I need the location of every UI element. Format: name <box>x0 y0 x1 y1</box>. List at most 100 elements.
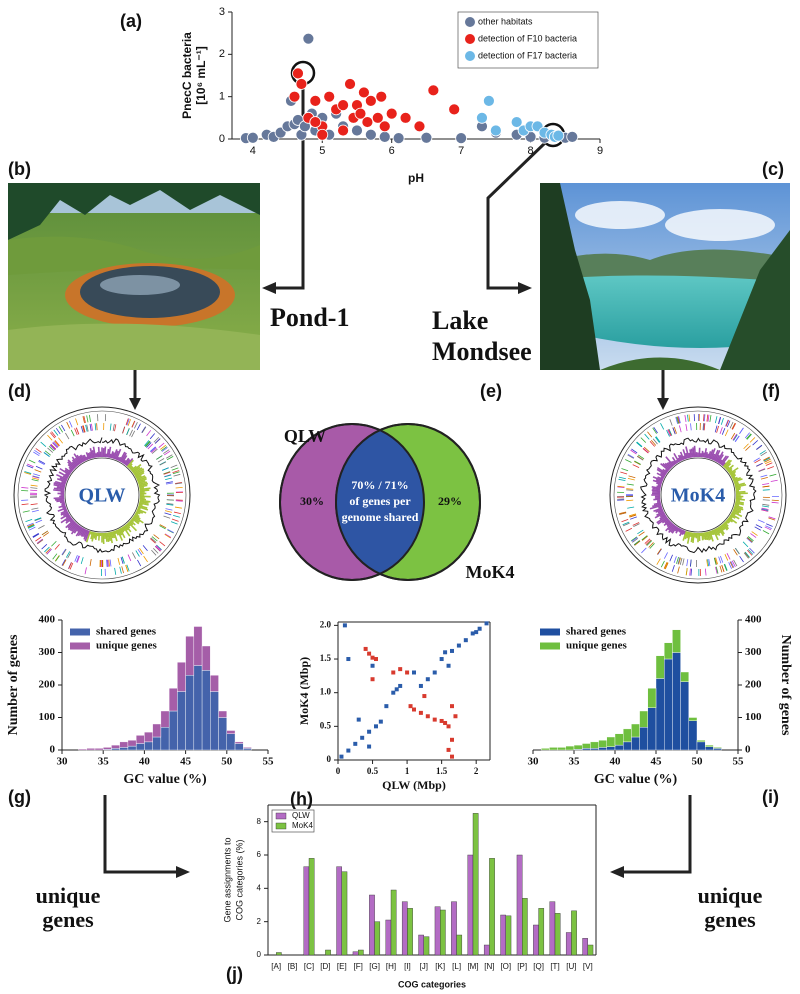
gc-skew <box>728 469 733 474</box>
gene-tick <box>729 561 734 569</box>
point <box>439 657 444 662</box>
gc-skew <box>114 450 119 460</box>
point <box>420 131 433 144</box>
gene-tick <box>61 559 66 566</box>
gene-tick <box>732 423 737 430</box>
gene-tick <box>35 536 42 542</box>
bar <box>522 898 528 956</box>
point <box>337 99 349 112</box>
gene-tick <box>28 525 35 529</box>
gene-tick <box>632 464 640 468</box>
gc-skew <box>65 514 71 519</box>
gc-skew <box>707 531 712 540</box>
point <box>391 670 396 675</box>
x-tick-label: [I] <box>404 962 411 971</box>
gc-skew <box>724 520 729 525</box>
gene-tick <box>714 557 717 565</box>
gc-skew <box>713 449 721 462</box>
gene-tick <box>685 423 688 431</box>
gc-skew <box>131 517 140 525</box>
point <box>427 84 440 97</box>
bar <box>647 688 657 708</box>
gene-tick <box>121 556 125 564</box>
gene-tick <box>715 557 718 565</box>
gc-skew <box>110 531 114 539</box>
bar <box>243 747 252 749</box>
gc-skew <box>58 471 69 478</box>
gc-skew <box>659 514 667 520</box>
bar <box>598 747 607 751</box>
gc-skew <box>121 526 126 532</box>
y-tick-label: 8 <box>257 817 262 826</box>
gene-tick <box>720 417 724 425</box>
gc-skew <box>53 483 65 488</box>
x-tick-label: 45 <box>180 756 192 768</box>
gc-skew <box>656 472 665 478</box>
gene-tick <box>641 535 648 541</box>
bar <box>573 744 583 750</box>
gene-tick <box>150 446 157 453</box>
gene-tick <box>112 424 115 432</box>
gc-skew <box>63 508 68 512</box>
bar <box>631 723 640 738</box>
bar <box>135 735 145 744</box>
gene-tick <box>673 556 677 564</box>
gene-tick <box>62 549 67 556</box>
gene-tick <box>746 433 752 440</box>
gc-skew <box>734 482 740 486</box>
gene-tick <box>762 483 770 486</box>
gene-tick <box>725 419 729 427</box>
gc-skew <box>53 482 66 487</box>
gene-tick <box>702 423 704 431</box>
gc-skew <box>62 505 67 509</box>
bar <box>94 748 104 751</box>
gc-skew <box>715 528 721 537</box>
gc-skew <box>128 465 133 470</box>
bar <box>680 671 689 682</box>
x-tick-label: 35 <box>569 756 581 768</box>
gc-skew <box>703 532 707 540</box>
point <box>476 111 488 124</box>
gc-skew <box>137 507 141 510</box>
gc-skew <box>652 487 661 491</box>
gc-skew <box>85 452 90 460</box>
gene-tick <box>764 460 772 465</box>
point <box>302 32 315 45</box>
point <box>384 704 389 709</box>
arrow <box>620 795 692 874</box>
gene-tick <box>119 566 122 574</box>
point <box>346 657 351 662</box>
gene-tick <box>766 523 773 527</box>
gene-tick <box>161 446 168 452</box>
gene-tick <box>61 424 66 432</box>
gene-tick <box>631 537 638 542</box>
gc-skew <box>682 455 686 460</box>
gc-skew <box>85 456 89 461</box>
gene-tick <box>53 429 59 436</box>
legend-swatch <box>70 628 90 636</box>
y-tick-label: 0 <box>745 744 751 756</box>
gc-skew <box>684 531 689 540</box>
legend-label: shared genes <box>96 626 157 638</box>
x-tick-label: 9 <box>597 145 603 157</box>
bar <box>549 901 556 956</box>
gene-tick <box>684 415 687 423</box>
gene-tick <box>643 446 650 453</box>
bar <box>385 919 392 956</box>
gc-skew <box>675 459 679 464</box>
point <box>360 735 365 740</box>
bar <box>541 748 550 751</box>
gene-tick <box>762 505 770 508</box>
x-tick-label: [H] <box>386 962 396 971</box>
gene-tick <box>74 428 78 436</box>
gene-tick <box>645 539 652 545</box>
point <box>418 683 423 688</box>
gene-tick <box>626 483 634 486</box>
gc-skew <box>83 529 89 540</box>
point <box>354 107 367 120</box>
bar <box>590 741 599 749</box>
gene-tick <box>171 467 179 471</box>
gene-tick <box>162 467 169 471</box>
gene-tick <box>627 477 635 481</box>
gene-tick <box>714 416 718 424</box>
